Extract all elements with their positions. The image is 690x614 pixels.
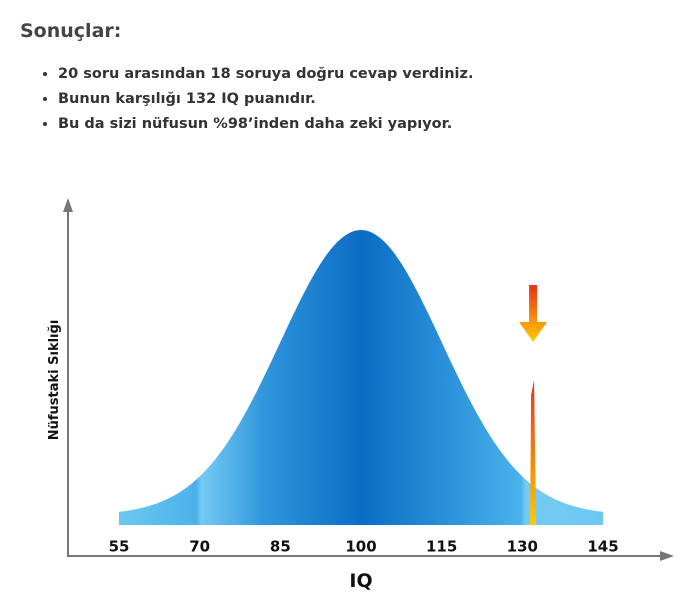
score-marker [530,380,537,525]
x-tick-label: 85 [270,538,291,556]
y-axis-label: Nüfustaki Sıklığı [47,320,62,441]
bullet-list: 20 soru arasından 18 soruya doğru cevap … [40,62,473,137]
bell-curve [119,230,603,525]
x-tick-label: 130 [507,538,538,556]
x-tick-label: 55 [109,538,130,556]
x-axis-label: IQ [349,570,372,592]
x-tick-label: 70 [189,538,210,556]
bullet: 20 soru arasından 18 soruya doğru cevap … [58,62,473,87]
y-axis-arrow [63,198,73,212]
bullet: Bunun karşılığı 132 IQ puanıdır. [58,87,473,112]
x-axis-arrow [660,551,674,561]
x-tick-label: 100 [345,538,376,556]
x-tick-label: 115 [426,538,457,556]
x-tick-label: 145 [587,538,618,556]
heading: Sonuçlar: [20,20,122,42]
bullet: Bu da sizi nüfusun %98’inden daha zeki y… [58,112,473,137]
score-arrow [519,285,548,342]
